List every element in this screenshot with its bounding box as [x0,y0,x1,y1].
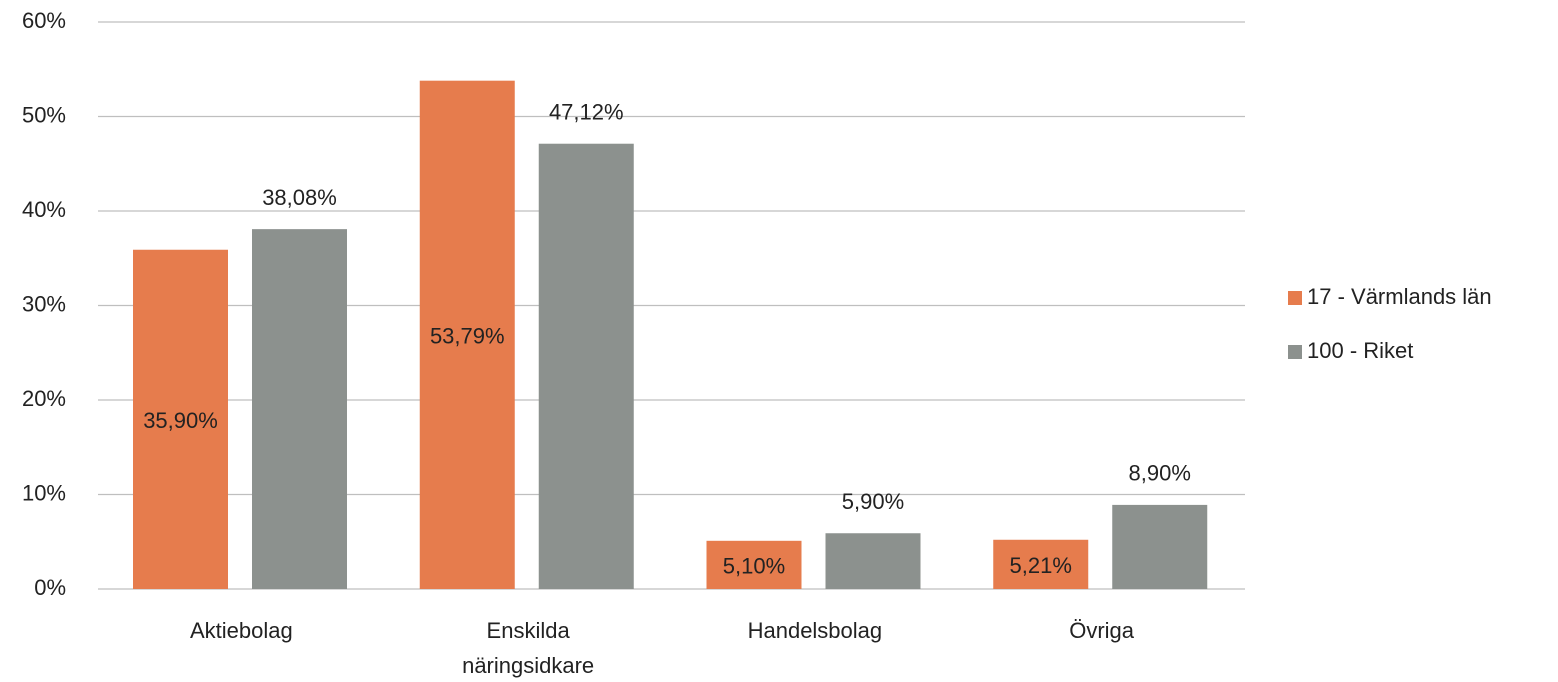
bar [419,80,515,589]
y-tick-label: 0% [34,575,66,600]
x-tick-label: Enskilda näringsidkare [462,618,594,678]
x-tick-label: Aktiebolag [190,618,293,643]
x-tick-line: näringsidkare [462,653,594,678]
x-tick-label: Övriga [1069,618,1135,643]
data-label: 35,90% [143,408,218,433]
data-label: 5,21% [1010,553,1072,578]
y-tick-label: 60% [22,8,66,33]
y-tick-label: 30% [22,291,66,316]
bar [825,533,921,589]
data-label: 5,90% [842,489,904,514]
legend-swatch [1288,291,1302,305]
y-tick-label: 50% [22,102,66,127]
bar [706,540,802,589]
bar [1112,504,1208,589]
y-tick-label: 10% [22,480,66,505]
legend-label: 100 - Riket [1307,338,1413,363]
legend-label: 17 - Värmlands län [1307,284,1492,309]
y-tick-label: 20% [22,386,66,411]
data-label: 8,90% [1129,461,1191,486]
legend-swatch [1288,345,1302,359]
x-tick-label: Handelsbolag [748,618,883,643]
bar [993,539,1089,589]
bar [133,249,228,589]
x-tick-line: Enskilda [487,618,571,643]
data-label: 53,79% [430,324,505,349]
y-tick-label: 40% [22,197,66,222]
data-label: 5,10% [723,554,785,579]
bar [538,143,634,589]
data-label: 38,08% [262,185,337,210]
bar [252,229,347,590]
data-label: 47,12% [549,100,624,125]
